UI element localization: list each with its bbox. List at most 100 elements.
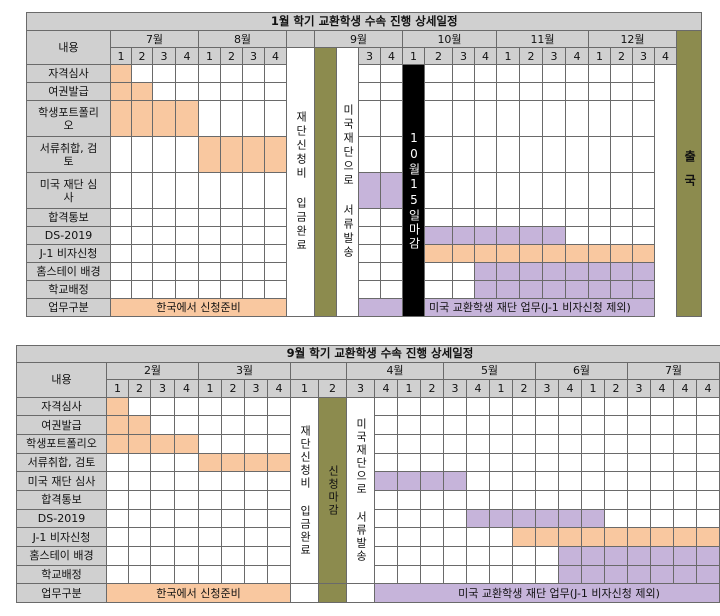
task-label: 학교배정 (16, 564, 107, 585)
deadline-text: 10월15일마감 (407, 130, 421, 251)
week-header: 2 (128, 379, 151, 398)
week-header: 2 (604, 379, 628, 398)
week-header: 3 (152, 47, 176, 65)
week-header: 1 (290, 379, 319, 398)
week-header: 4 (650, 379, 674, 398)
week-header: 1 (397, 379, 421, 398)
week-header: 3 (452, 47, 475, 65)
us-submit-text: 미국재단으로 서류발송 (354, 418, 368, 563)
week-header: 3 (542, 47, 566, 65)
task-label: 합격통보 (16, 490, 107, 510)
task-label: 미국 재단 심사 (16, 471, 107, 491)
week-header: 2 (424, 47, 453, 65)
week-header: 4 (466, 379, 490, 398)
task-label: 홈스테이 배경 (26, 262, 111, 281)
foundation-fee-text: 재단신청비 입금완료 (294, 111, 308, 253)
olive-column (314, 47, 337, 317)
us-submit-column: 미국재단으로 서류발송 (346, 396, 375, 585)
content-header: 내용 (16, 361, 107, 398)
week-header: 3 (358, 47, 381, 65)
month-header: 7월 (110, 30, 199, 48)
week-header: 4 (374, 379, 398, 398)
week-header: 3 (346, 379, 375, 398)
week-header: 3 (632, 47, 655, 65)
week-header: 2 (420, 379, 444, 398)
korea-prep-band: 한국에서 신청준비 (110, 298, 287, 317)
foundation-fee-column: 재단신청비 입금완료 (290, 396, 319, 585)
month-header: 7월 (627, 361, 720, 381)
week-header: 1 (581, 379, 605, 398)
week-header: 1 (110, 47, 132, 65)
month-header: 5월 (443, 361, 536, 381)
week-header: 4 (696, 379, 720, 398)
month-header: 3월 (198, 361, 291, 381)
month-header: 9월 (314, 30, 403, 48)
week-header: 3 (443, 379, 467, 398)
us-submit-text: 미국재단으로 서류발송 (341, 104, 355, 260)
departure-column: 출국 (675, 30, 703, 317)
task-label: 여권발급 (16, 415, 107, 436)
month-header: 11월 (496, 30, 589, 48)
month-header: 2월 (106, 361, 199, 381)
content-header: 내용 (26, 30, 111, 65)
application-deadline-text: 신청마감 (326, 464, 340, 517)
schedule-title: 9월 학기 교환학생 수속 진행 상세일정 (15, 345, 720, 363)
task-label: 합격통보 (26, 208, 111, 227)
task-label: 자격심사 (26, 64, 111, 83)
week-header: 2 (512, 379, 536, 398)
schedule-table-2: 9월 학기 교환학생 수속 진행 상세일정 내용 2월 3월 4월 5월 6월 … (15, 345, 720, 604)
schedule-table-1: 1월 학기 교환학생 수속 진행 상세일정 내용 7월 8월 9월 10월 11… (25, 12, 703, 317)
task-label: 여권발급 (26, 82, 111, 101)
week-header: 1 (402, 47, 425, 65)
week-header: 1 (489, 379, 513, 398)
task-label: 서류취합, 검토 (16, 452, 107, 473)
week-header: 4 (175, 47, 199, 65)
task-label: DS-2019 (16, 508, 107, 529)
week-header: 4 (565, 47, 589, 65)
week-header: 1 (198, 47, 221, 65)
week-header: 4 (654, 47, 677, 65)
week-header: 4 (380, 47, 403, 65)
week-header: 2 (519, 47, 543, 65)
task-label: J-1 비자신청 (26, 244, 111, 263)
task-label: 홈스테이 배경 (16, 545, 107, 566)
foundation-fee-text: 재단신청비 입금완료 (298, 424, 312, 557)
us-submit-column: 미국재단으로 서류발송 (336, 47, 359, 317)
task-label: 자격심사 (16, 396, 107, 417)
application-deadline-column: 신청마감 (318, 396, 347, 585)
month-header: 12월 (588, 30, 677, 48)
week-header: 1 (106, 379, 129, 398)
week-header: 1 (198, 379, 222, 398)
month-header: 6월 (535, 361, 628, 381)
task-label: 학생포트폴리오 (16, 434, 107, 454)
category-label: 업무구분 (26, 298, 111, 317)
category-label: 업무구분 (16, 583, 107, 603)
week-header: 2 (131, 47, 153, 65)
week-header: 2 (220, 47, 243, 65)
month-header: 10월 (402, 30, 497, 48)
task-label: 학교배정 (26, 280, 111, 299)
korea-prep-band: 한국에서 신청준비 (106, 583, 291, 603)
week-header: 4 (558, 379, 582, 398)
week-header: 4 (474, 47, 497, 65)
week-header: 4 (267, 379, 291, 398)
us-work-band: 미국 교환학생 재단 업무(J-1 비자신청 제외) (424, 298, 655, 317)
week-header: 4 (264, 47, 287, 65)
month-header: 8월 (198, 30, 287, 48)
departure-text: 출국 (682, 149, 697, 198)
week-header: 4 (673, 379, 697, 398)
week-header: 3 (150, 379, 175, 398)
week-header: 2 (221, 379, 245, 398)
week-header: 1 (588, 47, 611, 65)
week-header: 3 (535, 379, 559, 398)
week-header: 3 (242, 47, 265, 65)
week-header: 4 (174, 379, 199, 398)
week-header: 3 (627, 379, 651, 398)
us-work-band: 미국 교환학생 재단 업무(J-1 비자신청 제외) (373, 583, 720, 603)
week-header: 2 (318, 379, 347, 398)
foundation-fee-column: 재단신청비 입금완료 (286, 47, 315, 317)
week-header: 1 (496, 47, 520, 65)
